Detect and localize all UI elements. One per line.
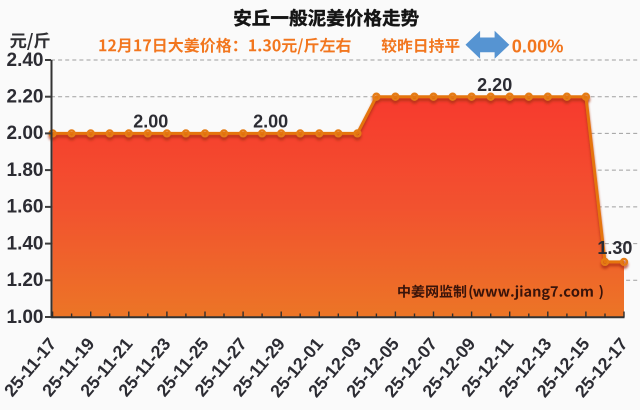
svg-text:2.40: 2.40 [7, 50, 44, 71]
svg-text:1.30: 1.30 [597, 238, 632, 258]
svg-text:2.00: 2.00 [133, 111, 168, 131]
svg-text:0.00%: 0.00% [512, 37, 564, 57]
svg-text:2.00: 2.00 [7, 123, 44, 144]
svg-text:2.00: 2.00 [253, 111, 288, 131]
svg-text:2.20: 2.20 [477, 75, 512, 95]
svg-text:1.40: 1.40 [7, 233, 44, 254]
svg-text:1.00: 1.00 [7, 307, 44, 328]
svg-text:1.20: 1.20 [7, 270, 44, 291]
svg-text:2.20: 2.20 [7, 87, 44, 108]
svg-text:1.60: 1.60 [7, 197, 44, 218]
svg-text:1.80: 1.80 [7, 160, 44, 181]
